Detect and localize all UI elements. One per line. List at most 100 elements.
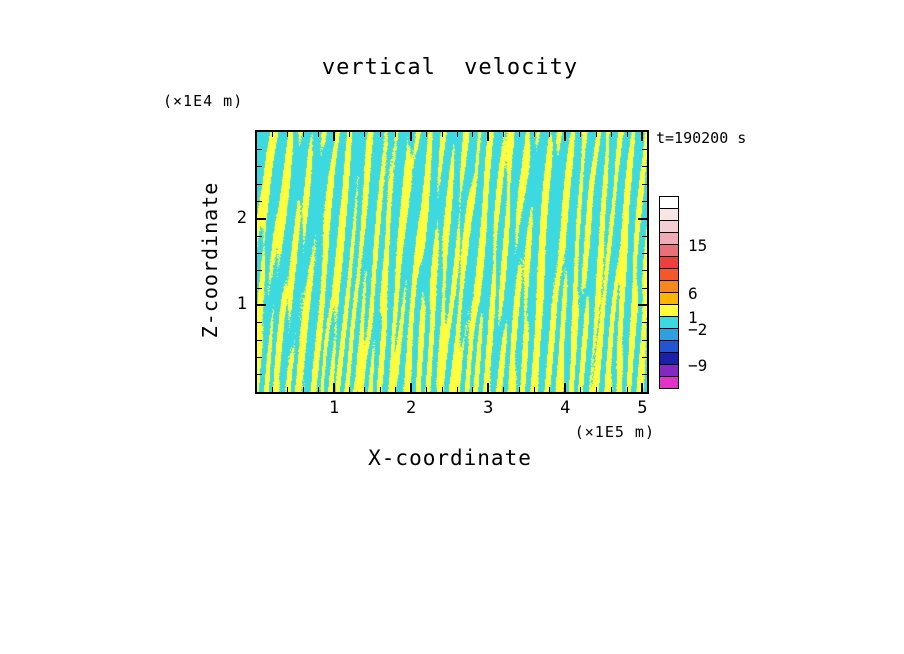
x-minor-tick [349,387,350,392]
x-axis-title: X-coordinate [368,446,532,470]
y-minor-tick [257,374,262,376]
y-minor-tick [642,252,647,254]
colorbar-label: 6 [688,284,698,303]
y-minor-tick [257,200,262,202]
y-minor-tick [642,270,647,272]
x-minor-tick [595,132,597,137]
chart-title: vertical velocity [321,55,579,80]
y-minor-tick [257,166,262,168]
plot-area [255,130,649,394]
y-major-tick [257,304,266,307]
x-major-tick [333,383,336,392]
x-tick-label: 5 [637,398,648,418]
y-tick-label: 1 [236,294,247,315]
y-minor-tick [642,200,647,202]
x-minor-tick [472,387,474,392]
x-minor-tick [287,132,289,137]
x-major-tick [410,383,413,392]
x-minor-tick [364,387,366,392]
x-minor-tick [302,132,304,137]
time-annotation: t=190200 s [656,129,747,147]
y-minor-tick [257,183,262,185]
x-major-tick [410,132,413,141]
y-major-tick [638,304,647,307]
x-tick-label: 1 [328,398,340,418]
x-minor-tick [379,387,381,392]
x-minor-tick [271,132,273,137]
x-minor-tick [518,132,520,137]
x-tick-label: 3 [483,398,494,418]
y-minor-tick [642,183,647,185]
velocity-field-canvas [257,132,647,392]
y-minor-tick [642,287,647,289]
x-minor-tick [302,387,304,392]
y-minor-tick [257,270,262,272]
x-minor-tick [626,132,628,137]
y-minor-tick [257,322,262,324]
y-minor-tick [257,148,262,150]
y-major-tick [638,217,647,220]
colorbar [659,196,679,389]
y-minor-tick [642,148,647,150]
x-minor-tick [549,132,551,137]
x-minor-tick [503,387,505,392]
y-minor-tick [642,339,647,341]
x-minor-tick [472,132,474,137]
x-minor-tick [441,132,443,137]
x-axis-units-label: (×1E5 m) [574,423,655,441]
x-major-tick [564,383,567,392]
x-minor-tick [287,387,289,392]
colorbar-label: −9 [688,356,708,375]
x-minor-tick [595,387,597,392]
x-major-tick [564,132,567,141]
x-minor-tick [318,387,320,392]
z-axis-units-label: (×1E4 m) [163,92,244,110]
x-minor-tick [580,387,582,392]
x-minor-tick [379,132,381,137]
x-major-tick [641,132,644,141]
y-tick-label: 2 [236,207,247,228]
y-minor-tick [642,166,647,168]
x-minor-tick [456,132,458,137]
x-minor-tick [318,132,320,137]
x-minor-tick [426,132,428,137]
colorbar-segment [659,376,679,389]
y-minor-tick [642,322,647,324]
y-major-tick [257,217,266,220]
y-minor-tick [257,287,262,289]
y-minor-tick [642,235,647,237]
x-minor-tick [441,387,443,392]
colorbar-label: 15 [688,236,708,255]
x-minor-tick [611,387,612,392]
x-tick-label: 4 [560,398,571,418]
x-minor-tick [426,387,428,392]
y-minor-tick [257,339,262,341]
x-major-tick [333,132,336,141]
x-minor-tick [549,387,551,392]
x-minor-tick [395,387,397,392]
colorbar-label: 1 [688,308,698,327]
x-minor-tick [456,387,458,392]
x-major-tick [487,132,490,141]
x-major-tick [641,383,644,392]
z-axis-title: Z-coordinate [198,181,222,339]
x-major-tick [487,383,490,392]
y-minor-tick [642,356,647,358]
x-minor-tick [518,387,520,392]
y-minor-tick [257,235,262,237]
x-minor-tick [364,132,366,137]
x-minor-tick [534,132,535,137]
x-minor-tick [503,132,505,137]
x-minor-tick [271,387,273,392]
y-minor-tick [257,356,262,358]
x-tick-label: 2 [406,398,417,418]
x-minor-tick [349,132,350,137]
x-minor-tick [580,132,582,137]
x-minor-tick [611,132,612,137]
x-minor-tick [534,387,535,392]
x-minor-tick [626,387,628,392]
y-minor-tick [642,374,647,376]
x-minor-tick [395,132,397,137]
y-minor-tick [257,252,262,254]
